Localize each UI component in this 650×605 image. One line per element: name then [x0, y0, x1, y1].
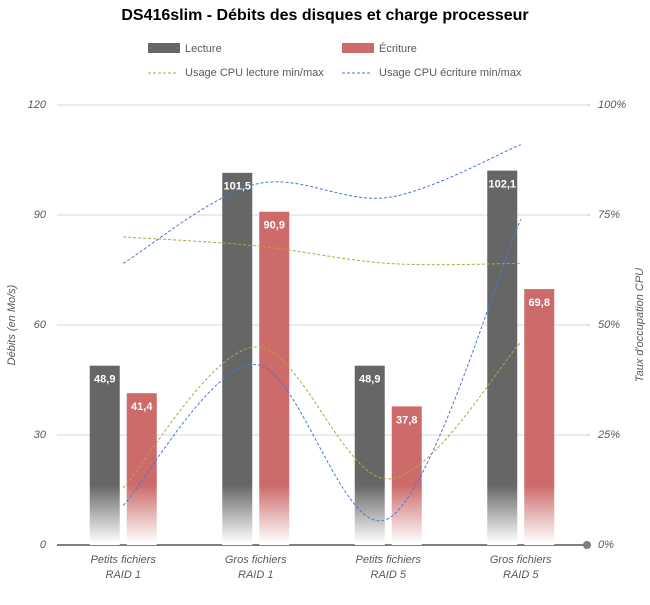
x-tick-label: RAID 1: [238, 569, 273, 581]
x-tick-label: Gros fichiers: [225, 554, 287, 566]
x-axis-end: [583, 541, 591, 549]
x-tick-label: Petits fichiers: [356, 554, 422, 566]
value-label: 37,8: [396, 414, 417, 426]
bar: [126, 393, 157, 545]
cpu-line: [122, 219, 522, 522]
x-tick-label: RAID 5: [371, 569, 407, 581]
value-label: 69,8: [529, 297, 550, 309]
y-axis-label: Débits (en Mo/s): [6, 284, 18, 365]
y2-tick-label: 75%: [598, 209, 620, 221]
value-label: 48,9: [359, 374, 380, 386]
chart-title: DS416slim - Débits des disques et charge…: [121, 7, 528, 24]
bar: [487, 170, 518, 545]
bar: [259, 211, 290, 545]
y-tick-label: 60: [34, 319, 47, 331]
x-tick-label: RAID 5: [503, 569, 539, 581]
legend-label: Lecture: [185, 43, 222, 55]
value-label: 90,9: [264, 220, 285, 232]
value-label: 102,1: [488, 179, 516, 191]
bar: [222, 172, 253, 546]
bar: [524, 289, 555, 545]
x-tick-label: Petits fichiers: [91, 554, 157, 566]
value-label: 48,9: [94, 374, 115, 386]
y-tick-label: 90: [34, 209, 47, 221]
y2-tick-label: 0%: [598, 539, 614, 551]
legend-label: Usage CPU lecture min/max: [185, 67, 324, 79]
y2-axis-label: Taux d'occupation CPU: [634, 268, 646, 382]
legend-label: Écriture: [379, 42, 417, 55]
x-tick-label: Gros fichiers: [490, 554, 552, 566]
cpu-line: [123, 236, 521, 266]
legend-label: Usage CPU écriture min/max: [379, 67, 522, 79]
value-label: 101,5: [223, 181, 251, 193]
x-tick-label: RAID 1: [106, 569, 141, 581]
y-tick-label: 0: [40, 539, 47, 551]
legend-swatch: [342, 43, 374, 53]
y2-tick-label: 25%: [597, 429, 620, 441]
value-label: 41,4: [131, 401, 153, 413]
cpu-line: [122, 342, 522, 489]
cpu-line: [122, 144, 521, 264]
bar: [89, 365, 120, 545]
y-tick-label: 120: [28, 99, 47, 111]
y2-tick-label: 100%: [598, 99, 626, 111]
legend-swatch: [148, 43, 180, 53]
y2-tick-label: 50%: [598, 319, 620, 331]
bar: [354, 365, 385, 545]
bar: [391, 406, 422, 545]
y-tick-label: 30: [34, 429, 47, 441]
